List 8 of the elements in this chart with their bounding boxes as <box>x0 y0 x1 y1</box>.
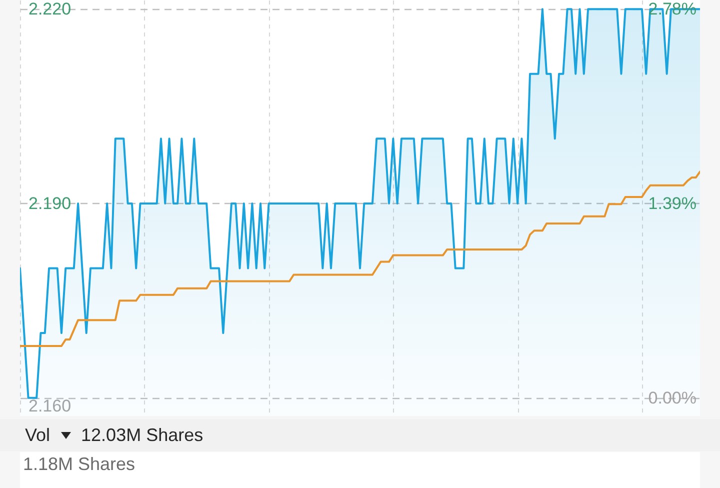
text: 12.03M Shares <box>81 424 204 446</box>
y-tick-label: 2.190 <box>28 194 72 213</box>
y-tick-label: 2.160 <box>28 396 72 416</box>
y2-tick-label: 0.00% <box>648 388 696 408</box>
text: Vol <box>25 424 50 446</box>
y-tick-label: 2.220 <box>28 0 72 19</box>
y2-tick-label: 1.39% <box>648 194 696 213</box>
text: 1.18M Shares <box>23 453 136 475</box>
